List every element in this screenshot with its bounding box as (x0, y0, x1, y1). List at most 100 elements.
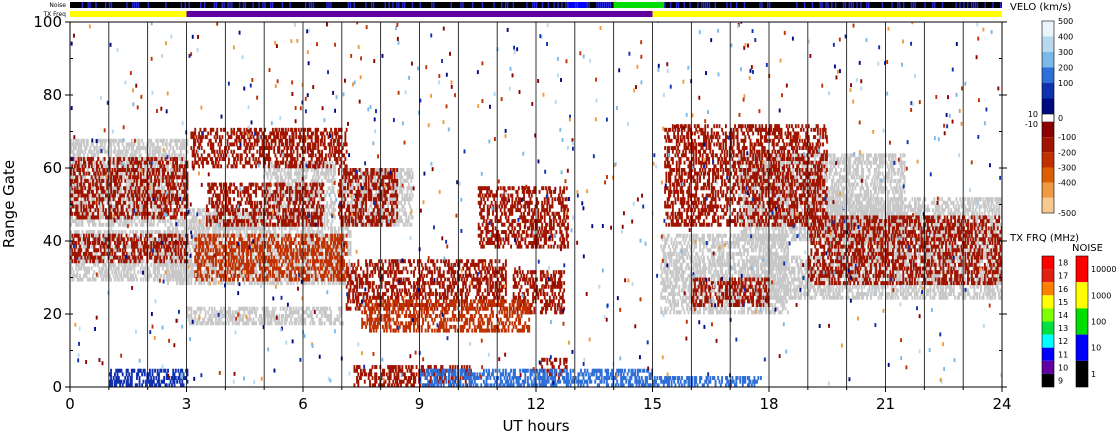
ground-scatter-cell (178, 208, 181, 213)
ground-scatter-cell (305, 310, 308, 315)
ground-scatter-cell (335, 277, 338, 282)
ground-scatter-cell (148, 153, 151, 158)
ground-scatter-cell (249, 310, 252, 315)
ground-scatter-cell (81, 241, 84, 245)
ground-scatter-cell (261, 226, 264, 231)
ground-scatter-cell (181, 222, 184, 227)
ground-scatter-cell (347, 230, 349, 234)
ground-scatter-cell (286, 262, 289, 267)
noise-tick-mark (897, 2, 899, 8)
ground-scatter-cell (79, 146, 81, 151)
ground-scatter-cell (216, 262, 219, 267)
ground-scatter-cell (328, 317, 331, 322)
ground-scatter-cell (273, 314, 276, 318)
ground-scatter-cell (211, 244, 213, 249)
ground-scatter-cell (124, 230, 127, 234)
noise-tick-mark (252, 2, 254, 8)
ground-scatter-cell (147, 266, 150, 271)
ground-scatter-cell (265, 259, 268, 264)
ground-scatter-cell (385, 211, 388, 216)
ground-scatter-cell (114, 248, 116, 253)
ground-scatter-cell (284, 321, 287, 326)
ground-scatter-cell (170, 230, 173, 234)
ground-scatter-cell (225, 241, 228, 245)
ground-scatter-cell (72, 153, 75, 158)
ground-scatter-cell (284, 310, 287, 315)
ground-scatter-cell (670, 237, 673, 242)
ground-scatter-cell (297, 310, 300, 315)
ground-scatter-cell (271, 237, 274, 242)
ground-scatter-cell (123, 222, 125, 227)
noise-tick-mark (460, 2, 462, 8)
ground-scatter-cell (299, 270, 302, 275)
ground-scatter-cell (221, 281, 224, 286)
ground-scatter-cell (266, 171, 269, 176)
ground-scatter-cell (318, 262, 321, 267)
ground-scatter-cell (71, 215, 74, 220)
ground-scatter-cell (192, 219, 195, 224)
ground-scatter-cell (282, 233, 285, 238)
ground-scatter-cell (85, 273, 88, 278)
ground-scatter-cell (126, 251, 129, 256)
ground-scatter-cell (280, 175, 283, 180)
ground-scatter-cell (177, 233, 180, 238)
ground-scatter-cell (125, 197, 128, 202)
ground-scatter-cell (112, 262, 115, 267)
ground-scatter-cell (284, 266, 287, 271)
noise-tick-mark (856, 2, 858, 8)
ground-scatter-cell (133, 153, 136, 158)
ground-scatter-cell (114, 197, 116, 202)
ground-scatter-cell (196, 233, 199, 238)
ground-scatter-cell (73, 142, 76, 147)
ground-scatter-cell (200, 219, 203, 224)
ground-scatter-cell (304, 259, 307, 264)
ground-scatter-cell (306, 306, 309, 311)
ground-scatter-cell (70, 142, 72, 147)
ground-scatter-cell (269, 314, 272, 318)
ground-scatter-cell (110, 251, 113, 256)
ground-scatter-cell (129, 197, 132, 202)
ground-scatter-cell (98, 244, 101, 249)
ground-scatter-cell (181, 219, 184, 224)
ground-scatter-cell (192, 248, 195, 253)
ground-scatter-cell (182, 153, 185, 158)
ground-scatter-cell (257, 317, 260, 322)
ground-scatter-cell (183, 178, 186, 183)
noise-tick-mark (852, 2, 854, 8)
ground-scatter-cell (151, 233, 154, 238)
ground-scatter-cell (128, 259, 131, 264)
noise-tick-mark (819, 2, 821, 8)
ground-scatter-cell (196, 241, 199, 245)
ground-scatter-cell (139, 146, 142, 151)
ground-scatter-cell (89, 171, 92, 176)
ground-scatter-cell (251, 255, 254, 260)
ground-scatter-cell (180, 270, 182, 275)
ground-scatter-cell (172, 200, 175, 205)
ground-scatter-cell (191, 208, 194, 213)
ground-scatter-cell (93, 270, 96, 275)
ground-scatter-cell (132, 186, 135, 191)
ground-scatter-cell (158, 255, 160, 260)
ground-scatter-cell (132, 273, 135, 278)
ground-scatter-cell (247, 321, 250, 326)
ground-scatter-cell (313, 244, 316, 249)
ground-scatter-cell (261, 233, 264, 238)
ground-scatter-cell (330, 204, 333, 209)
ground-scatter-cell (231, 230, 234, 234)
ground-scatter-cell (186, 142, 189, 147)
ground-scatter-cell (669, 284, 672, 289)
ground-scatter-cell (111, 178, 114, 183)
ground-scatter-cell (178, 262, 181, 267)
ground-scatter-cell (117, 146, 120, 151)
ground-scatter-cell (133, 270, 136, 275)
ground-scatter-cell (189, 273, 191, 278)
ground-scatter-cell (203, 244, 206, 249)
ground-scatter-cell (249, 273, 252, 278)
ground-scatter-cell (261, 317, 264, 322)
ground-scatter-cell (129, 266, 132, 271)
ground-scatter-cell (367, 208, 370, 213)
ground-scatter-cell (396, 186, 399, 191)
ground-scatter-cell (296, 317, 299, 322)
ground-scatter-cell (128, 277, 131, 282)
ground-scatter-cell (253, 255, 256, 260)
